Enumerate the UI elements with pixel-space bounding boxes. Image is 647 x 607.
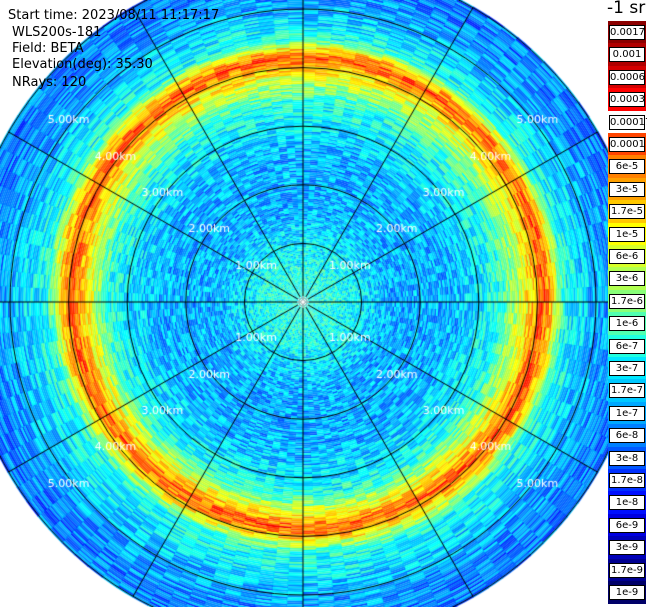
colorbar-tick-label: 3e-9: [609, 540, 645, 556]
colorbar-tick-label: 0.00017: [609, 114, 647, 130]
instrument-label: WLS200s-181: [12, 25, 102, 40]
start-time-label: Start time: 2023/08/11 11:17:17: [8, 8, 220, 23]
colorbar-tick-label: 6e-8: [609, 428, 645, 444]
field-label: Field: BETA: [12, 41, 84, 56]
colorbar-tick-label: 3e-8: [609, 450, 645, 466]
colorbar-tick-label: 3e-5: [609, 181, 645, 197]
colorbar-tick-label: 1e-6: [609, 316, 645, 332]
colorbar-tick-label: 3e-7: [609, 361, 645, 376]
nrays-label: NRays: 120: [12, 75, 87, 90]
colorbar-tick-label: 1.7e-7: [609, 383, 645, 399]
colorbar-tick-label: 1e-5: [609, 226, 645, 242]
colorbar-tick-label: 1e-7: [609, 405, 645, 421]
colorbar-tick-label: 1.7e-5: [609, 204, 645, 220]
colorbar-tick-label: 1.7e-9: [609, 562, 645, 578]
colorbar-tick-label: 1e-9: [609, 585, 645, 600]
colorbar-tick-label: 0.0001: [609, 137, 645, 152]
colorbar-tick-label: 0.0006: [609, 69, 645, 85]
colorbar-tick-label: 0.0003: [609, 92, 645, 108]
elevation-label: Elevation(deg): 35.30: [12, 57, 153, 72]
colorbar-tick-label: 0.0017: [609, 25, 645, 40]
colorbar-tick-label: 1e-8: [609, 495, 645, 511]
colorbar-tick-label: 6e-7: [609, 338, 645, 354]
colorbar-unit: -1 sr: [607, 0, 646, 18]
colorbar-tick-label: 6e-6: [609, 249, 645, 264]
colorbar-tick-label: 0.001: [609, 47, 645, 63]
colorbar-tick-label: 1.7e-6: [609, 293, 645, 309]
colorbar-tick-label: 3e-6: [609, 271, 645, 287]
colorbar-tick-label: 6e-9: [609, 517, 645, 533]
colorbar-tick-label: 1.7e-8: [609, 473, 645, 488]
colorbar-tick-label: 6e-5: [609, 159, 645, 175]
